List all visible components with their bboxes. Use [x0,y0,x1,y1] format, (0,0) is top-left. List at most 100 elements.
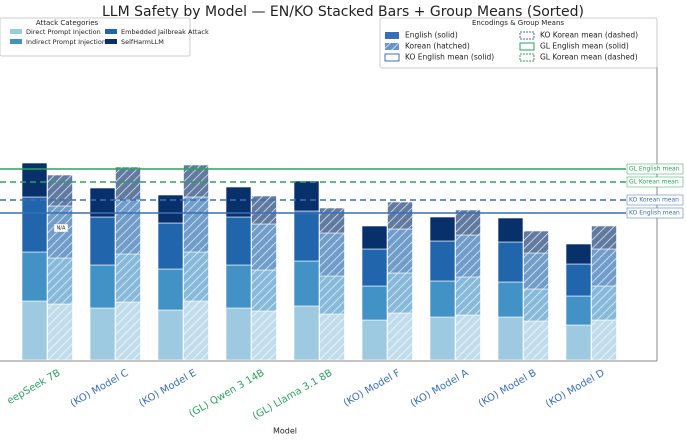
x-tick-label: (KO) Model E [137,368,198,410]
bar-segment [429,280,456,318]
hatch [47,304,73,360]
bar-segment [565,263,592,297]
legend-swatch [519,53,535,62]
hatch [591,320,617,360]
mean-label-box [626,194,684,206]
hatch [47,258,73,304]
hatch [183,301,209,360]
legend-label: GL English mean (solid) [540,42,629,51]
hatch [387,273,413,313]
legend-swatch [105,39,117,44]
hatch [591,286,617,320]
legend-label: KO Korean mean (dashed) [540,31,638,40]
bar-segment [157,222,184,270]
legend-swatch [105,29,117,34]
legend-label: GL Korean mean (dashed) [540,53,638,62]
legend-swatch [519,42,535,51]
x-tick-label: (KO) Model A [409,368,471,410]
bar-segment [293,180,320,212]
hatch [387,313,413,360]
bar-segment [497,316,524,361]
hatch [115,302,141,360]
hatch [115,200,141,254]
bar-segment [565,243,592,265]
hatch [319,314,345,360]
x-axis-label: Model [273,427,297,436]
bar-segment [361,319,388,361]
hatch [591,226,617,249]
bar-segment [89,187,116,218]
hatch [115,167,141,200]
bar-segment [157,268,184,311]
bar-segment [361,225,388,250]
hatch [183,252,209,301]
hatch [523,321,549,360]
x-tick-label: eepSeek 7B [5,368,62,407]
hatch [385,43,399,50]
hatch [455,277,481,315]
mean-label: KO Korean mean [629,197,679,204]
bar-segment [497,217,524,243]
legend-title: Encodings & Group Means [472,19,564,27]
x-tick-label: (KO) Model F [342,368,403,410]
hatch [523,289,549,321]
chart-title: LLM Safety by Model — EN/KO Stacked Bars… [102,4,584,20]
mean-label-box [626,163,684,175]
bar-segment [89,216,116,266]
legend-swatch [10,29,22,34]
bar-segment [429,240,456,282]
bar-segment [497,241,524,283]
bar-segment [293,210,320,262]
hatch [455,315,481,360]
bar-segment [225,307,252,361]
legend-box [0,17,191,57]
bar-segment [89,264,116,309]
legend-swatch [384,53,400,62]
annotation-box [53,223,69,233]
bar-segment [565,295,592,326]
mean-label: KO English mean [629,210,680,217]
hatch [455,210,481,235]
legend-title: Attack Categories [36,19,99,27]
legend-label: SelfHarmLLM [121,38,164,46]
mean-label-box [626,207,684,219]
bar-segment [293,305,320,361]
bar-segment [361,285,388,321]
legend-label: KO English mean (solid) [405,53,494,62]
legend-swatch [519,31,535,40]
x-tick-label: (KO) Model C [69,368,131,410]
bar-segment [429,216,456,242]
bar-segment [225,186,252,218]
bar-segment [21,300,48,361]
hatch [47,175,73,206]
bar-segment [21,162,48,198]
bar-segment [21,196,48,253]
x-tick-label: (KO) Model B [477,368,539,410]
hatch [319,208,345,233]
hatch [387,229,413,273]
hatch [251,311,277,360]
bar-segment [225,264,252,309]
bar-segment [361,248,388,287]
hatch [387,202,413,229]
bar-segment [497,281,524,318]
hatch [523,231,549,253]
hatch [251,224,277,270]
mean-label: GL Korean mean [629,179,679,186]
hatch [183,165,209,197]
legend-swatch [10,39,22,44]
bar-segment [293,260,320,307]
legend-label: Embedded Jailbreak Attack [121,28,209,36]
legend-label: Indirect Prompt Injection [26,38,106,46]
hatch [319,276,345,314]
mean-label-box [626,176,684,188]
bar-segment [89,307,116,361]
hatch [455,235,481,277]
bar-segment [565,324,592,361]
hatch [591,249,617,286]
bar-segment [225,216,252,266]
legend-label: Direct Prompt Injection [26,28,101,36]
bar-segment [429,316,456,361]
mean-label: GL English mean [629,166,680,173]
